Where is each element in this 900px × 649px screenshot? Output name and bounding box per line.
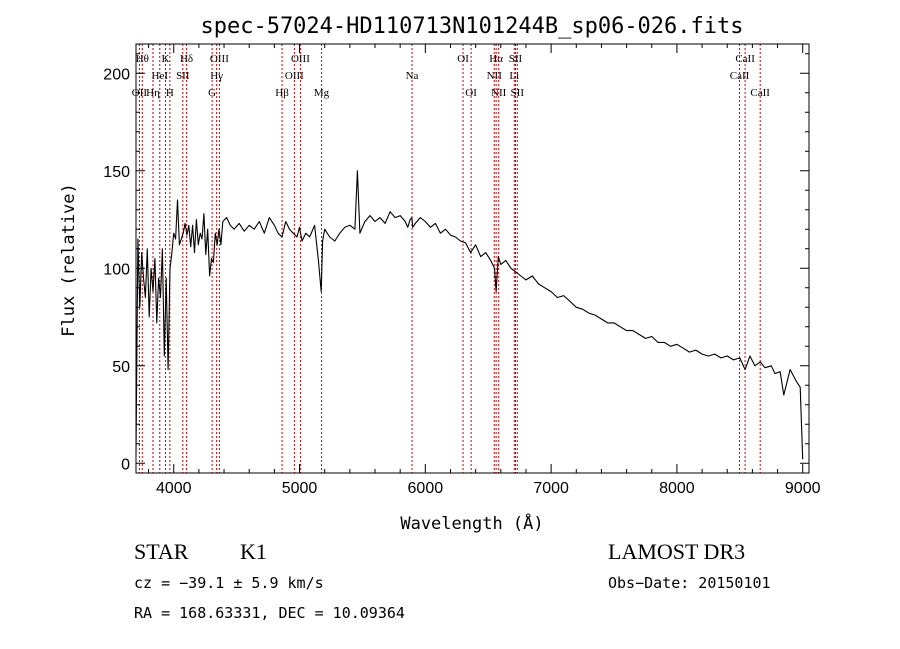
x-tick-label: 7000 bbox=[533, 480, 569, 497]
spectral-line-label: SII bbox=[176, 70, 190, 82]
spectral-line-label: CaII bbox=[750, 87, 770, 99]
spectral-line-label: HeI bbox=[152, 70, 169, 82]
spectral-line-label: OIII bbox=[291, 53, 310, 65]
spectral-line-label: Hθ bbox=[136, 53, 149, 65]
y-tick-label: 100 bbox=[103, 261, 130, 278]
spectral-line-label: OI bbox=[457, 53, 469, 65]
spectrum-chart: spec-57024-HD110713N101244B_sp06-026.fit… bbox=[59, 14, 821, 534]
y-axis-label: Flux (relative) bbox=[59, 183, 79, 337]
x-tick-label: 9000 bbox=[785, 480, 821, 497]
spectral-line-label: NII bbox=[487, 70, 503, 82]
spectral-line-label: Hα bbox=[489, 53, 503, 65]
y-tick-label: 200 bbox=[103, 66, 130, 83]
coordinates: RA = 168.63331, DEC = 10.09364 bbox=[134, 604, 405, 622]
spectral-line-label: SII bbox=[509, 53, 523, 65]
spectral-line-label: Li bbox=[509, 70, 519, 82]
spectral-line-label: OI bbox=[465, 87, 477, 99]
spectral-line-label: CaII bbox=[735, 53, 755, 65]
x-tick-label: 6000 bbox=[408, 480, 444, 497]
object-class: STAR bbox=[134, 539, 189, 564]
chart-title: spec-57024-HD110713N101244B_sp06-026.fit… bbox=[200, 14, 743, 39]
spectral-line-label: Hη bbox=[146, 87, 160, 99]
spectral-line-label: Mg bbox=[314, 87, 330, 99]
spectral-line-label: Hδ bbox=[180, 53, 193, 65]
spectral-line-label: Hβ bbox=[275, 87, 289, 99]
plot-frame bbox=[135, 43, 810, 474]
spectral-line-label: SII bbox=[511, 87, 525, 99]
axis-ticks: 4000 5000 6000 7000 8000 9000 0 50 100 150 200 bbox=[103, 44, 821, 497]
y-tick-label: 50 bbox=[112, 359, 130, 376]
object-subclass: K1 bbox=[240, 539, 267, 564]
series-layer bbox=[135, 170, 804, 460]
y-tick-label: 150 bbox=[103, 164, 130, 181]
spectral-line-markers bbox=[138, 44, 761, 473]
x-tick-label: 5000 bbox=[282, 480, 318, 497]
spectral-line-label: CaII bbox=[730, 70, 750, 82]
observation-date: Obs−Date: 20150101 bbox=[608, 574, 771, 592]
spectral-line-label: H bbox=[166, 87, 174, 99]
spectral-line-label: Na bbox=[406, 70, 419, 82]
spectral-line-label: Hγ bbox=[210, 70, 223, 82]
spectral-line-label: G bbox=[208, 87, 216, 99]
spectral-line-label: NII bbox=[491, 87, 507, 99]
spectral-line-label: OIII bbox=[210, 53, 229, 65]
spectrum-line bbox=[135, 170, 804, 460]
survey-name: LAMOST DR3 bbox=[608, 539, 746, 564]
y-tick-label: 0 bbox=[121, 456, 130, 473]
x-axis-label: Wavelength (Å) bbox=[400, 512, 543, 534]
x-tick-label: 8000 bbox=[659, 480, 695, 497]
spectral-line-label: K bbox=[161, 53, 169, 65]
spectral-line-label: OIII bbox=[285, 70, 304, 82]
spectral-line-labels: OIIHθHηHeIKHSIIHδGHγOIIIHβOIIIOIIIMgNaOI… bbox=[132, 53, 771, 99]
redshift-cz: cz = −39.1 ± 5.9 km/s bbox=[134, 574, 324, 592]
x-tick-label: 4000 bbox=[156, 480, 192, 497]
